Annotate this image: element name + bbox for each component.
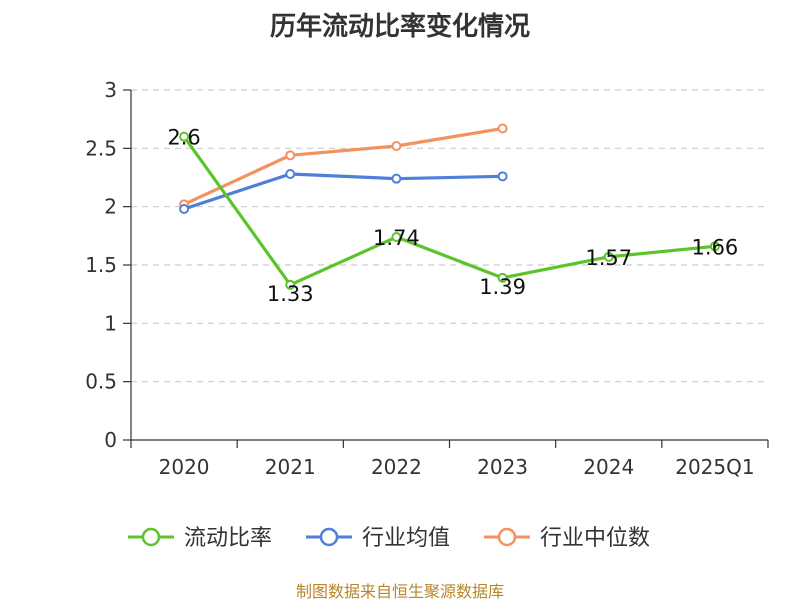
data-point bbox=[285, 169, 296, 179]
y-tick-label: 2.5 bbox=[85, 136, 117, 160]
data-point bbox=[391, 173, 402, 184]
legend: 流动比率 行业均值 行业中位数 bbox=[128, 526, 650, 551]
data-point bbox=[285, 150, 296, 161]
legend-label: 流动比率 bbox=[184, 526, 272, 551]
grid-lines bbox=[131, 89, 768, 383]
x-tick-label: 2023 bbox=[477, 455, 528, 479]
series-line bbox=[183, 126, 503, 206]
data-label: 1.74 bbox=[373, 226, 420, 250]
axes: 0 0.5 1 1.5 2 2.5 3 2020 2021 2022 2023 2024 2025Q1 bbox=[85, 78, 769, 479]
data-point bbox=[285, 279, 296, 290]
series-line bbox=[183, 172, 503, 211]
series-layer bbox=[179, 123, 720, 290]
legend-item[interactable]: 行业均值 bbox=[306, 526, 450, 551]
legend-marker bbox=[497, 527, 517, 547]
data-point bbox=[391, 141, 402, 151]
legend-item[interactable]: 流动比率 bbox=[128, 526, 272, 551]
data-point bbox=[179, 131, 190, 142]
x-tick-label: 2024 bbox=[583, 455, 634, 479]
data-point bbox=[497, 123, 508, 134]
y-tick-label: 1.5 bbox=[85, 253, 117, 277]
x-tick-label: 2020 bbox=[159, 455, 210, 479]
y-tick-label: 0.5 bbox=[85, 370, 117, 394]
data-label: 1.66 bbox=[692, 235, 739, 259]
y-tick-label: 0 bbox=[104, 428, 117, 452]
data-point bbox=[603, 251, 614, 262]
x-tick-label: 2025Q1 bbox=[675, 455, 754, 479]
data-label: 1.57 bbox=[585, 246, 632, 270]
data-label: 1.39 bbox=[479, 275, 526, 299]
series-line bbox=[182, 135, 716, 287]
data-point bbox=[179, 204, 190, 214]
data-labels: 2.6 1.33 1.74 1.39 1.57 1.66 bbox=[167, 126, 738, 306]
y-tick-label: 1 bbox=[104, 311, 117, 335]
source-note: 制图数据来自恒生聚源数据库 bbox=[295, 582, 504, 601]
data-point bbox=[391, 232, 402, 242]
x-tick-label: 2022 bbox=[371, 455, 422, 479]
data-label: 1.33 bbox=[267, 282, 314, 306]
legend-label: 行业均值 bbox=[362, 526, 450, 551]
x-tick-label: 2021 bbox=[265, 455, 316, 479]
data-point bbox=[497, 272, 508, 283]
data-point bbox=[709, 241, 720, 252]
data-point bbox=[497, 171, 508, 182]
legend-marker bbox=[319, 527, 339, 547]
legend-item[interactable]: 行业中位数 bbox=[484, 526, 650, 551]
y-tick-label: 2 bbox=[104, 195, 117, 219]
legend-label: 行业中位数 bbox=[540, 526, 650, 551]
legend-marker bbox=[141, 527, 161, 547]
chart-title: 历年流动比率变化情况 bbox=[269, 12, 530, 42]
y-tick-label: 3 bbox=[104, 78, 117, 102]
data-label: 2.6 bbox=[167, 126, 200, 150]
